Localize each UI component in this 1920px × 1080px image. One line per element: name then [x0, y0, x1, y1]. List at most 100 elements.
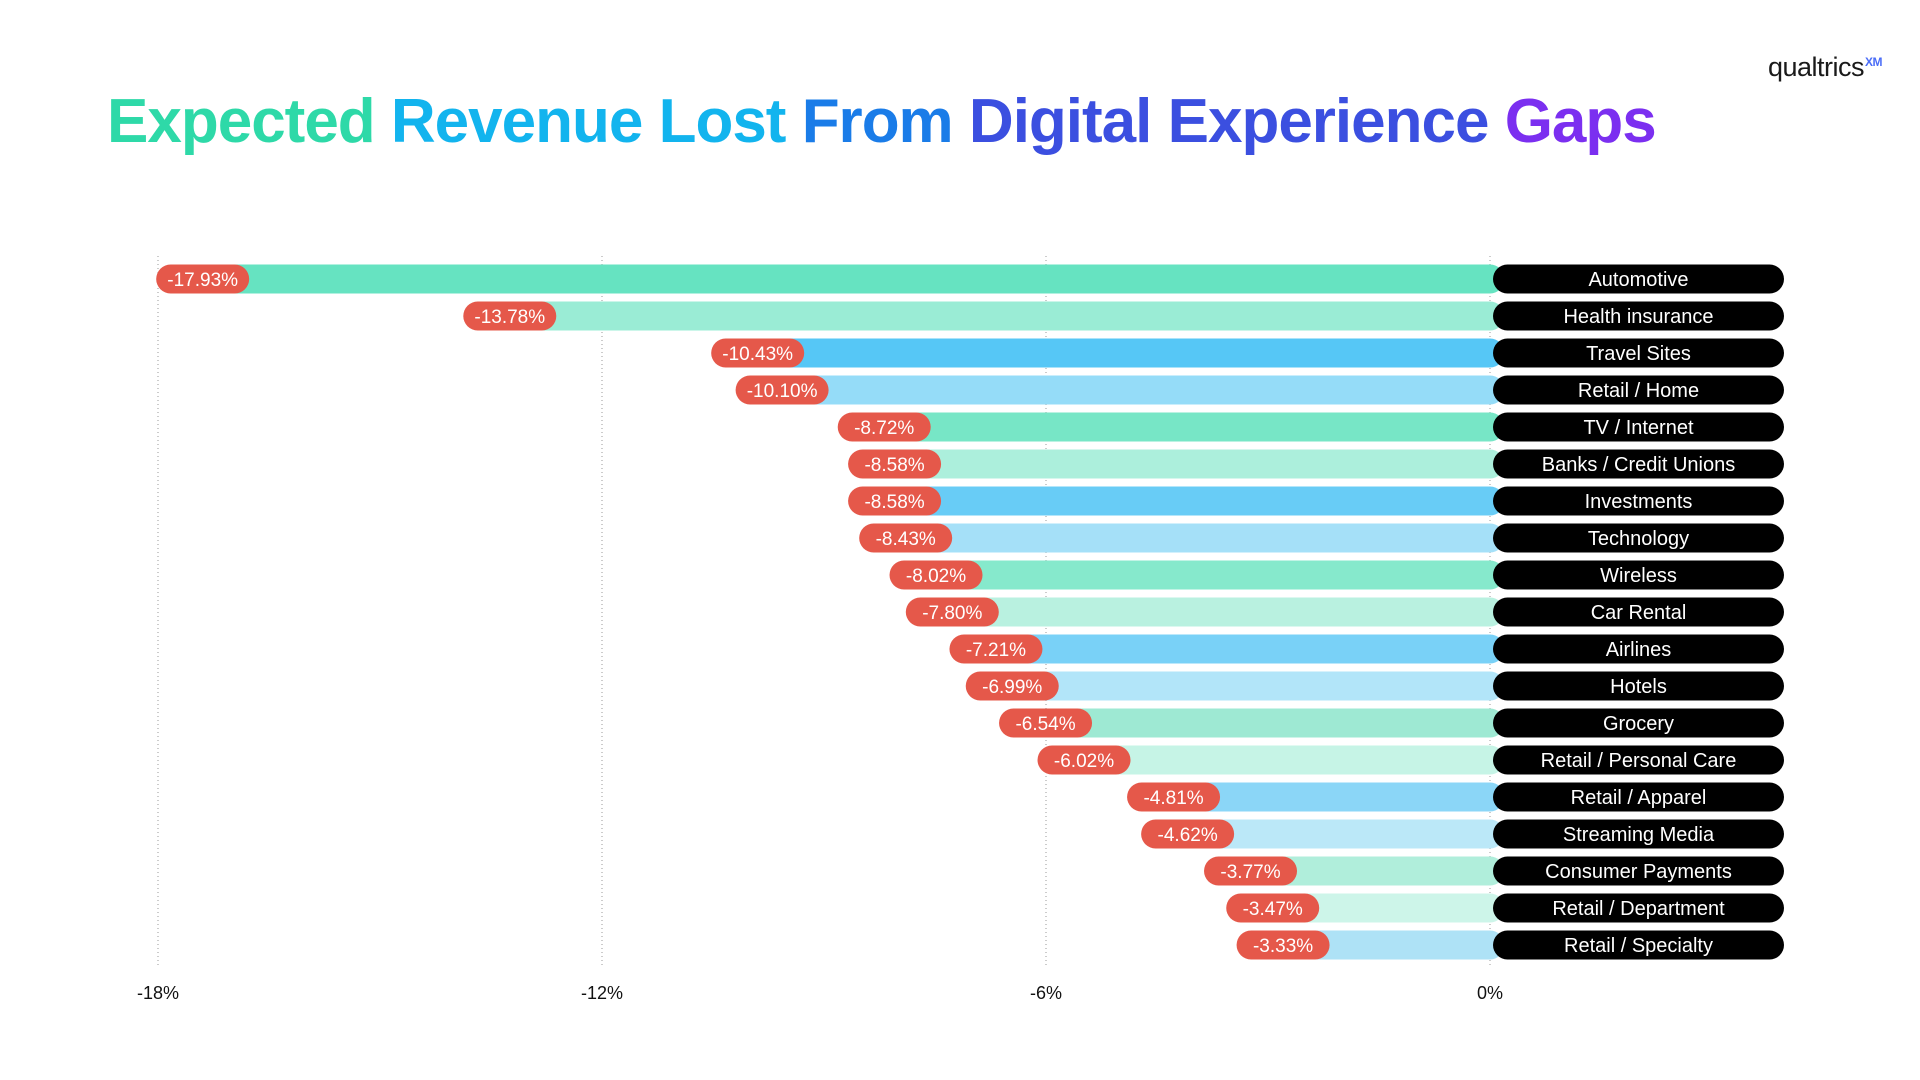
value-badge [999, 708, 1093, 738]
category-label: Retail / Home [1578, 380, 1699, 402]
value-label: -10.10% [747, 381, 818, 402]
brand-superscript: XM [1865, 55, 1883, 69]
value-label: -3.47% [1243, 899, 1303, 920]
category-label: Hotels [1610, 676, 1667, 698]
category-badge [1493, 338, 1784, 368]
category-label: Wireless [1600, 565, 1677, 587]
category-badge [1493, 819, 1784, 849]
value-label: -8.58% [864, 492, 924, 513]
value-badge [735, 375, 829, 405]
value-badge [905, 597, 999, 627]
bar [1134, 782, 1505, 812]
bar [855, 449, 1505, 479]
category-badge [1493, 782, 1784, 812]
value-label: -6.54% [1015, 714, 1075, 735]
category-label: Car Rental [1591, 602, 1687, 624]
bar [1148, 819, 1505, 849]
category-badge [1493, 930, 1784, 960]
bar [855, 486, 1505, 516]
value-label: -4.81% [1143, 788, 1203, 809]
brand-name: qualtrics [1767, 52, 1865, 82]
value-label: -17.93% [167, 270, 238, 291]
chart-title: Expected Revenue Lost From Digital Exper… [107, 86, 1657, 157]
bar [163, 264, 1505, 294]
title-word: From [801, 87, 969, 156]
bar [956, 634, 1505, 664]
value-label: -4.62% [1158, 825, 1218, 846]
category-label: Airlines [1606, 639, 1672, 661]
value-label: -3.33% [1253, 936, 1313, 957]
category-label: Retail / Apparel [1571, 787, 1707, 809]
value-label: -13.78% [474, 307, 545, 328]
value-label: -8.02% [906, 566, 966, 587]
category-label: Travel Sites [1586, 343, 1691, 365]
category-label: Consumer Payments [1545, 861, 1732, 883]
value-label: -7.21% [966, 640, 1026, 661]
category-label: Retail / Department [1552, 898, 1725, 920]
value-badge [1204, 856, 1298, 886]
category-label: Automotive [1588, 269, 1688, 291]
bar [972, 671, 1505, 701]
bar [866, 523, 1505, 553]
bar [742, 375, 1505, 405]
value-badge [837, 412, 931, 442]
category-label: Banks / Credit Unions [1542, 454, 1735, 476]
value-badge [1226, 893, 1320, 923]
category-badge [1493, 375, 1784, 405]
category-label: Grocery [1603, 713, 1674, 735]
value-label: -8.43% [876, 529, 936, 550]
category-badge [1493, 523, 1784, 553]
bar [1044, 745, 1505, 775]
title-word: Digital [968, 87, 1168, 156]
value-badge [848, 486, 942, 516]
value-label: -6.02% [1054, 751, 1114, 772]
x-tick-label: -18% [137, 983, 179, 1003]
category-badge [1493, 597, 1784, 627]
title-word: Expected [107, 87, 391, 156]
value-badge [1127, 782, 1221, 812]
value-label: -10.43% [722, 344, 793, 365]
category-badge [1493, 893, 1784, 923]
value-badge [463, 301, 557, 331]
category-badge [1493, 745, 1784, 775]
category-label: Investments [1585, 491, 1693, 513]
bar [718, 338, 1505, 368]
value-badge [1236, 930, 1330, 960]
bar [912, 597, 1505, 627]
qualtrics-logo: qualtricsXM [1767, 52, 1883, 83]
x-tick-label: 0% [1477, 983, 1503, 1003]
category-label: Retail / Specialty [1564, 935, 1713, 957]
value-badge [889, 560, 983, 590]
category-badge [1493, 671, 1784, 701]
value-badge [1141, 819, 1235, 849]
category-badge [1493, 708, 1784, 738]
value-badge [949, 634, 1043, 664]
category-label: Technology [1588, 528, 1689, 550]
category-badge [1493, 264, 1784, 294]
category-label: Retail / Personal Care [1541, 750, 1737, 772]
bar [844, 412, 1505, 442]
category-badge [1493, 412, 1784, 442]
value-badge [156, 264, 250, 294]
title-word: Lost [658, 87, 802, 156]
bar [1006, 708, 1505, 738]
title-word: Experience [1167, 87, 1505, 156]
value-label: -8.58% [864, 455, 924, 476]
category-label: TV / Internet [1583, 417, 1693, 439]
x-tick-label: -6% [1030, 983, 1062, 1003]
value-badge [859, 523, 953, 553]
value-label: -8.72% [854, 418, 914, 439]
title-word: Gaps [1504, 87, 1657, 156]
value-label: -6.99% [982, 677, 1042, 698]
title-word: Revenue [390, 87, 659, 156]
value-badge [965, 671, 1059, 701]
value-badge [1037, 745, 1131, 775]
category-badge [1493, 449, 1784, 479]
x-tick-label: -12% [581, 983, 623, 1003]
value-label: -3.77% [1220, 862, 1280, 883]
category-badge [1493, 856, 1784, 886]
category-badge [1493, 301, 1784, 331]
bar [470, 301, 1505, 331]
category-label: Streaming Media [1563, 824, 1715, 846]
